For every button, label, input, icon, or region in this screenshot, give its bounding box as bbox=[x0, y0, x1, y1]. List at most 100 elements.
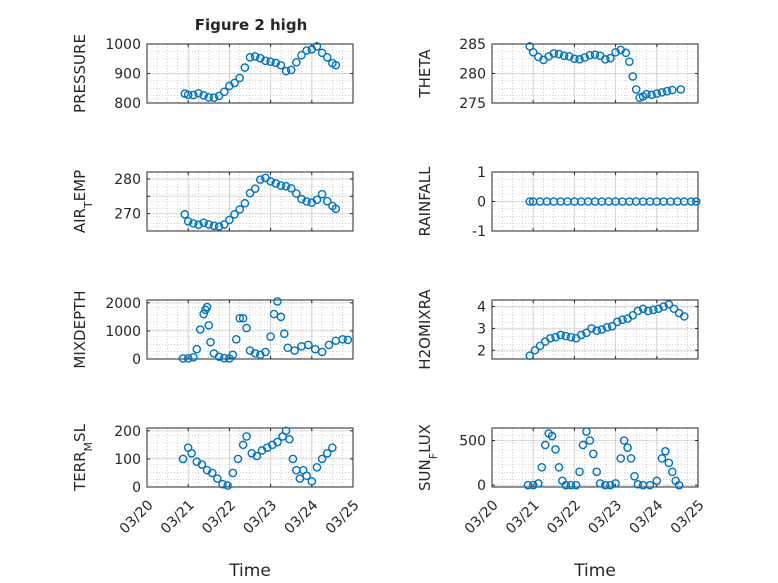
data-point bbox=[312, 195, 322, 205]
data-point bbox=[338, 335, 348, 344]
data-point bbox=[561, 331, 571, 341]
data-point bbox=[551, 445, 560, 454]
data-point bbox=[667, 85, 677, 95]
data-point bbox=[250, 349, 260, 358]
data-point bbox=[601, 55, 610, 64]
data-point bbox=[547, 431, 557, 441]
data-point bbox=[654, 304, 663, 314]
data-point bbox=[534, 479, 543, 488]
data-point bbox=[616, 454, 626, 463]
data-point bbox=[623, 443, 632, 452]
data-point bbox=[245, 188, 255, 198]
data-point bbox=[607, 321, 617, 331]
data-point bbox=[576, 330, 586, 340]
data-point bbox=[297, 50, 306, 60]
data-point bbox=[317, 347, 327, 357]
data-point bbox=[523, 480, 533, 490]
x-tick-label: 03/25 bbox=[668, 497, 708, 537]
data-point bbox=[322, 196, 332, 206]
data-point bbox=[691, 197, 701, 206]
data-point bbox=[204, 220, 214, 229]
data-point bbox=[575, 467, 584, 477]
data-point bbox=[230, 210, 239, 219]
y-tick-label: 0 bbox=[477, 195, 486, 211]
data-point bbox=[273, 297, 282, 306]
figure-title: Figure 2 high bbox=[195, 16, 308, 34]
data-point bbox=[549, 49, 559, 58]
data-point bbox=[209, 93, 219, 102]
data-point bbox=[312, 42, 322, 51]
y-axis-label: AIRTEMP bbox=[71, 170, 95, 233]
data-point bbox=[566, 480, 576, 490]
data-point bbox=[331, 60, 341, 70]
data-point bbox=[625, 57, 634, 67]
data-point bbox=[582, 427, 591, 436]
data-point bbox=[322, 448, 332, 458]
y-tick-label: 270 bbox=[114, 207, 141, 223]
data-point bbox=[664, 458, 674, 468]
data-point bbox=[250, 52, 260, 61]
data-point bbox=[546, 333, 555, 343]
data-point bbox=[231, 335, 241, 344]
subplot-theta: 275 280 285 THETA bbox=[416, 37, 699, 112]
x-tick-label: 03/24 bbox=[282, 497, 322, 537]
x-tick-label: 03/22 bbox=[199, 497, 239, 537]
data-point bbox=[310, 344, 320, 354]
data-point bbox=[280, 329, 289, 339]
data-point bbox=[194, 220, 203, 230]
data-point bbox=[204, 93, 214, 102]
data-point bbox=[283, 343, 293, 353]
data-point bbox=[317, 189, 327, 199]
data-point bbox=[202, 302, 212, 312]
data-point bbox=[633, 306, 643, 316]
y-tick-label: 280 bbox=[459, 67, 486, 83]
data-point bbox=[288, 454, 298, 464]
data-point bbox=[307, 477, 317, 486]
data-point bbox=[566, 332, 576, 342]
data-point bbox=[302, 471, 311, 481]
data-point bbox=[235, 205, 244, 214]
data-point bbox=[633, 480, 643, 489]
data-point bbox=[240, 63, 250, 72]
data-point bbox=[643, 306, 653, 316]
x-tick-label: 03/23 bbox=[240, 497, 280, 537]
x-axis-label: Time bbox=[573, 561, 616, 581]
data-point bbox=[621, 48, 631, 58]
data-point bbox=[245, 52, 255, 62]
data-point bbox=[192, 344, 202, 354]
data-point bbox=[628, 310, 638, 320]
data-point bbox=[328, 443, 337, 452]
data-point bbox=[628, 72, 638, 81]
data-point bbox=[317, 454, 327, 464]
data-point bbox=[261, 56, 270, 66]
data-point bbox=[304, 340, 313, 350]
x-tick-label: 03/21 bbox=[503, 497, 543, 537]
data-point bbox=[561, 480, 571, 490]
data-point bbox=[580, 53, 590, 62]
y-axis-label: RAINFALL bbox=[416, 166, 434, 237]
y-tick-label: 1000 bbox=[105, 37, 141, 53]
data-point bbox=[578, 440, 588, 450]
subplot-rainfall: -1 0 1 RAINFALL bbox=[416, 165, 701, 240]
data-point bbox=[626, 454, 636, 463]
subplot-sun: 0 500 SUNFLUX 03/20 03/21 03/22 03/23 03/24 03/2… bbox=[416, 424, 708, 581]
data-point bbox=[178, 354, 188, 363]
data-point bbox=[661, 446, 670, 456]
data-point bbox=[183, 353, 193, 363]
data-point bbox=[592, 326, 602, 335]
data-point bbox=[240, 198, 250, 208]
data-point bbox=[642, 89, 651, 99]
data-point bbox=[209, 221, 219, 231]
x-tick-label: 03/20 bbox=[117, 497, 157, 537]
subplot-terr: 0 100 200 TERRMSL 03/20 03/21 03/22 03/23 03/24 0… bbox=[71, 423, 363, 581]
data-point bbox=[204, 320, 214, 330]
data-point bbox=[255, 175, 265, 184]
data-point bbox=[214, 222, 224, 231]
y-axis-label: H2OMIXRA bbox=[416, 289, 434, 370]
data-point bbox=[554, 49, 564, 59]
data-point bbox=[219, 220, 229, 229]
data-point bbox=[674, 480, 684, 490]
data-point bbox=[285, 434, 294, 444]
data-point bbox=[638, 304, 648, 314]
